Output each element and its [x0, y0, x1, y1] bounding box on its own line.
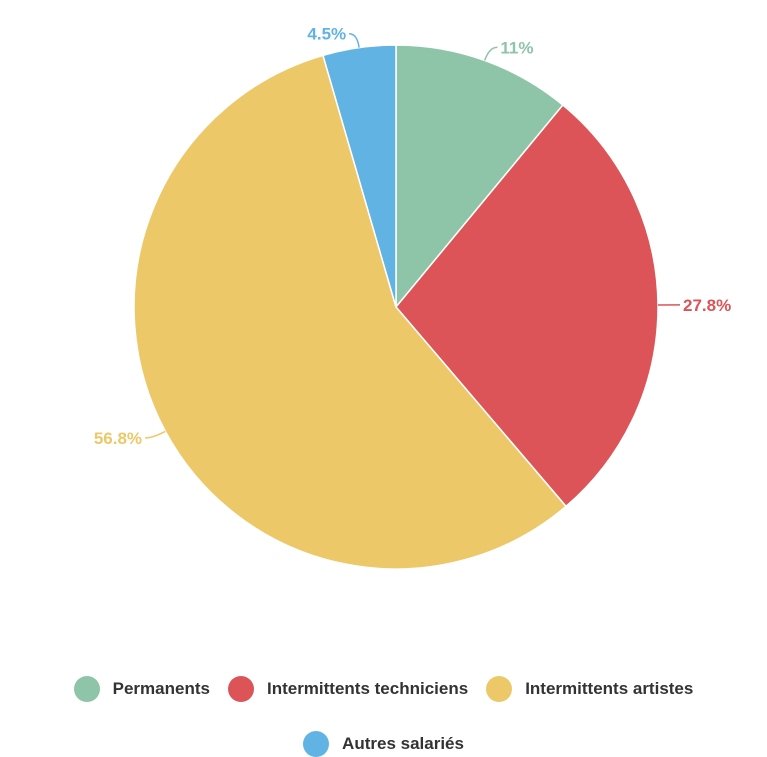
legend-row-1: Permanents Intermittents techniciens Int…	[0, 676, 767, 702]
leader-line-permanents	[485, 47, 498, 60]
legend-item-intermittents-techniciens[interactable]: Intermittents techniciens	[228, 676, 468, 702]
legend-swatch-intermittents-artistes	[486, 676, 512, 702]
legend-swatch-intermittents-techniciens	[228, 676, 254, 702]
leader-line-intermittents-artistes	[145, 431, 165, 438]
legend-swatch-permanents	[74, 676, 100, 702]
legend-label: Autres salariés	[342, 734, 464, 754]
legend-label: Intermittents techniciens	[267, 679, 468, 699]
leader-line-autres-salaries	[349, 34, 359, 48]
data-label-autres-salaries: 4.5%	[307, 25, 346, 44]
legend-item-autres-salaries[interactable]: Autres salariés	[303, 731, 464, 757]
data-label-intermittents-artistes: 56.8%	[94, 429, 142, 448]
legend-label: Permanents	[113, 679, 210, 699]
data-label-intermittents-techniciens: 27.8%	[683, 296, 731, 315]
legend-item-permanents[interactable]: Permanents	[74, 676, 210, 702]
pie-slices	[134, 45, 658, 569]
legend-row-2: Autres salariés	[0, 731, 767, 757]
pie-chart: 11% 27.8% 56.8% 4.5%	[0, 0, 767, 620]
data-label-permanents: 11%	[500, 38, 533, 57]
legend-item-intermittents-artistes[interactable]: Intermittents artistes	[486, 676, 693, 702]
legend-label: Intermittents artistes	[525, 679, 693, 699]
legend-swatch-autres-salaries	[303, 731, 329, 757]
